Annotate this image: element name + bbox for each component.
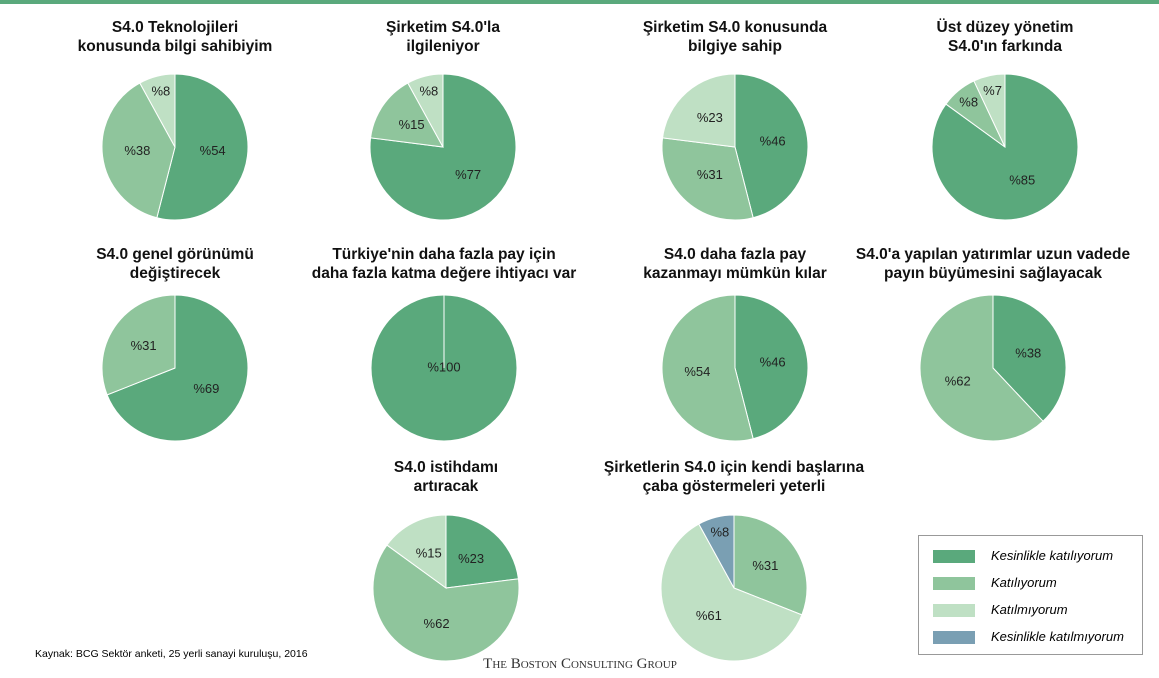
- pie-slice: [372, 544, 520, 662]
- value-label: %69: [193, 381, 219, 396]
- pie-slice: [919, 294, 1044, 442]
- pie-slice: [407, 73, 444, 148]
- value-label: %31: [697, 167, 723, 182]
- chart-title: Üst düzey yönetim S4.0'ın farkında: [936, 19, 1074, 55]
- pie-slice: [101, 82, 176, 219]
- legend-label: Kesinlikle katılıyorum: [991, 548, 1114, 563]
- pie-slice: [661, 294, 754, 442]
- value-label: %15: [416, 546, 442, 561]
- value-label: %15: [399, 117, 425, 132]
- legend-label: Katılıyorum: [991, 575, 1057, 590]
- source: Kaynak: BCG Sektör anketi, 25 yerli sana…: [35, 648, 308, 660]
- value-label: %54: [200, 143, 226, 158]
- legend-swatch: [933, 604, 975, 617]
- pie-slice: [101, 294, 176, 396]
- pie-slice: [734, 73, 809, 219]
- pie-slice: [992, 294, 1067, 422]
- value-label: %23: [697, 110, 723, 125]
- top-bar: [0, 0, 1159, 4]
- pie-slice: [370, 82, 444, 148]
- pie-slice: [660, 523, 803, 662]
- value-label: %100: [427, 359, 460, 374]
- legend-swatch: [933, 577, 975, 590]
- value-label: %62: [945, 373, 971, 388]
- value-label: %62: [424, 616, 450, 631]
- pie-slice: [445, 514, 519, 589]
- pie-slice: [106, 294, 249, 442]
- value-label: %7: [983, 83, 1002, 98]
- legend-label: Katılmıyorum: [991, 602, 1068, 617]
- footer: The Boston Consulting Group: [483, 656, 677, 672]
- pie-slice: [156, 73, 249, 221]
- value-label: %61: [696, 608, 722, 623]
- pie-slice: [973, 73, 1006, 148]
- value-label: %54: [684, 364, 710, 379]
- value-label: %85: [1009, 172, 1035, 187]
- value-label: %31: [752, 558, 778, 573]
- value-label: %46: [760, 355, 786, 370]
- legend-swatch: [933, 550, 975, 563]
- pie-slice: [698, 514, 735, 589]
- value-label: %38: [124, 143, 150, 158]
- chart-title: Şirketim S4.0'la ilgileniyor: [386, 19, 500, 55]
- chart-title: Şirketim S4.0 konusunda bilgiye sahip: [642, 19, 828, 55]
- value-label: %8: [959, 95, 978, 110]
- chart-title: S4.0 Teknolojileri konusunda bilgi sahib…: [77, 19, 273, 55]
- pie-slice: [139, 73, 176, 148]
- pie-slice: [662, 73, 736, 148]
- pie-slice: [734, 294, 809, 440]
- pie-slice: [661, 137, 754, 221]
- value-label: %8: [419, 83, 438, 98]
- legend: Kesinlikle katılıyorum Katılıyorum Katılmı…: [918, 535, 1143, 655]
- pie-slice: [386, 514, 447, 589]
- value-label: %8: [151, 83, 170, 98]
- value-label: %38: [1015, 345, 1041, 360]
- value-label: %31: [131, 338, 157, 353]
- chart-title: Şirketlerin S4.0 için kendi başlarına ça…: [603, 459, 865, 495]
- value-label: %8: [710, 524, 729, 539]
- chart-title: S4.0 daha fazla pay kazanmayı mümkün kıl…: [643, 246, 827, 282]
- chart-title: S4.0 genel görünümü değiştirecek: [96, 246, 254, 282]
- chart-title: Türkiye'nin daha fazla pay için daha faz…: [311, 246, 577, 282]
- value-label: %46: [760, 134, 786, 149]
- chart-title: S4.0'a yapılan yatırımlar uzun vadede pa…: [855, 246, 1131, 282]
- value-label: %23: [458, 551, 484, 566]
- chart-title: S4.0 istihdamı artıracak: [393, 459, 499, 495]
- legend-swatch: [933, 631, 975, 644]
- pie-slice: [733, 514, 808, 616]
- value-label: %77: [455, 167, 481, 182]
- legend-label: Kesinlikle katılmıyorum: [991, 629, 1124, 644]
